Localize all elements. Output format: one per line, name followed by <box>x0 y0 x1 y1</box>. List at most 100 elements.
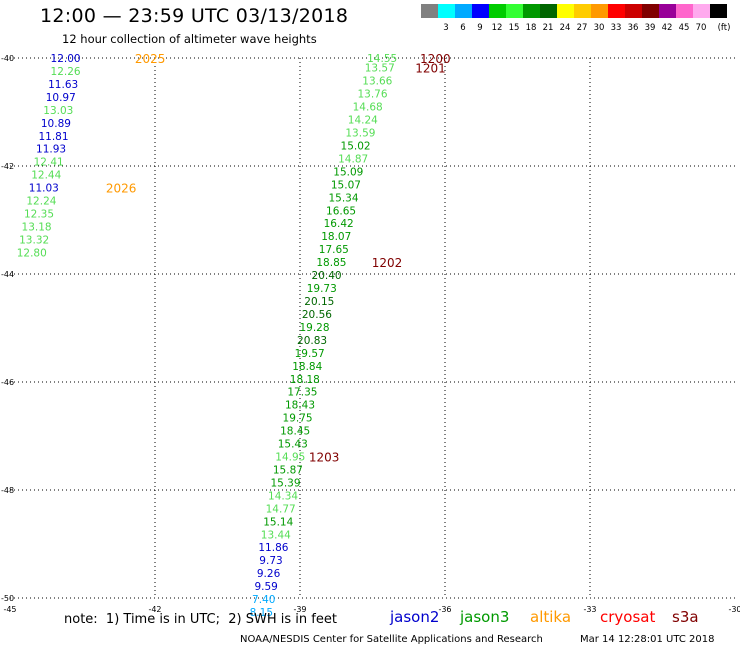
legend-label: 33 <box>610 23 622 33</box>
x-tick-label: -39 <box>293 605 306 614</box>
legend-label: 36 <box>627 23 639 33</box>
legend-label: 30 <box>593 23 605 33</box>
legend-label: 18 <box>525 23 537 33</box>
color-legend: 3 6 9 12 15 18 21 24 27 30 33 36 39 42 45 70 (ft) <box>421 4 731 36</box>
wave-height-value: 11.86 <box>258 542 288 554</box>
legend-label: 70 <box>695 23 707 33</box>
legend-swatch <box>642 4 659 18</box>
wave-height-value: 12.41 <box>34 157 64 169</box>
wave-height-value: 14.68 <box>353 102 383 114</box>
legend-label: 24 <box>559 23 571 33</box>
y-tick-label: -46 <box>1 378 14 387</box>
wave-height-value: 10.97 <box>46 92 76 104</box>
page-title: 12:00 — 23:59 UTC 03/13/2018 <box>40 5 349 27</box>
legend-swatch <box>591 4 608 18</box>
legend-swatch <box>421 4 438 18</box>
wave-height-value: 15.87 <box>273 464 303 476</box>
wave-height-value: 11.63 <box>48 79 78 91</box>
wave-height-value: 13.57 <box>365 63 395 75</box>
legend-unit: (ft) <box>717 23 731 33</box>
legend-label: 6 <box>460 23 466 33</box>
mission-label: cryosat <box>600 608 656 626</box>
wave-height-value: 14.87 <box>338 153 368 165</box>
legend-swatch <box>489 4 506 18</box>
wave-height-value: 14.95 <box>275 452 305 464</box>
page-subtitle: 12 hour collection of altimeter wave hei… <box>62 32 317 46</box>
wave-height-value: 7.40 <box>252 594 275 606</box>
pass-time-label: 2026 <box>106 182 137 196</box>
wave-height-value: 12.44 <box>31 170 61 182</box>
wave-height-value: 17.35 <box>287 387 317 399</box>
wave-height-value: 15.14 <box>263 516 293 528</box>
y-tick-label: -42 <box>1 162 14 171</box>
wave-height-value: 14.24 <box>348 115 378 127</box>
wave-height-value: 20.15 <box>304 296 334 308</box>
legend-swatch <box>625 4 642 18</box>
mission-label: jason2 <box>390 608 440 626</box>
y-tick-label: -44 <box>1 270 14 279</box>
wave-height-value: 15.34 <box>328 192 358 204</box>
wave-height-value: 11.93 <box>36 144 66 156</box>
pass-time-label: 2025 <box>135 52 166 66</box>
wave-height-value: 13.59 <box>345 128 375 140</box>
wave-height-value: 13.32 <box>19 234 49 246</box>
wave-height-value: 18.18 <box>290 374 320 386</box>
legend-label: 9 <box>477 23 483 33</box>
credit-line: NOAA/NESDIS Center for Satellite Applica… <box>240 634 543 645</box>
wave-height-value: 18.45 <box>280 426 310 438</box>
wave-height-value: 18.85 <box>316 257 346 269</box>
legend-swatch <box>557 4 574 18</box>
legend-swatch <box>540 4 557 18</box>
legend-label: 27 <box>576 23 588 33</box>
wave-height-value: 13.76 <box>357 89 387 101</box>
wave-height-value: 11.81 <box>38 131 68 143</box>
wave-height-value: 14.77 <box>266 503 296 515</box>
legend-swatch <box>693 4 710 18</box>
wave-height-value: 12.24 <box>26 196 56 208</box>
wave-height-value: 15.39 <box>270 477 300 489</box>
x-tick-label: -36 <box>438 605 451 614</box>
wave-height-value: 17.65 <box>319 244 349 256</box>
wave-height-value: 18.84 <box>292 361 322 373</box>
legend-swatch <box>659 4 676 18</box>
wave-height-value: 20.40 <box>312 270 342 282</box>
timestamp: Mar 14 12:28:01 UTC 2018 <box>580 634 715 645</box>
wave-height-value: 19.28 <box>299 322 329 334</box>
legend-swatch <box>608 4 625 18</box>
wave-height-value: 16.42 <box>324 218 354 230</box>
wave-height-value: 13.44 <box>261 529 291 541</box>
legend-swatch <box>472 4 489 18</box>
wave-height-value: 18.07 <box>321 231 351 243</box>
wave-height-value: 13.66 <box>362 76 392 88</box>
legend-swatch <box>710 4 727 18</box>
mission-label: s3a <box>672 608 699 626</box>
legend-swatch <box>523 4 540 18</box>
wave-height-value: 20.83 <box>297 335 327 347</box>
x-tick-label: -42 <box>148 605 161 614</box>
pass-time-label: 1200 <box>420 52 451 66</box>
wave-height-value: 8.15 <box>250 607 273 619</box>
legend-swatch <box>506 4 523 18</box>
wave-height-value: 14.55 <box>367 53 397 65</box>
wave-height-value: 12.00 <box>51 53 81 65</box>
pass-time-label: 1201 <box>415 62 446 76</box>
wave-height-value: 13.03 <box>43 105 73 117</box>
legend-label: 39 <box>644 23 656 33</box>
header: 12:00 — 23:59 UTC 03/13/2018 12 hour col… <box>0 0 740 52</box>
pass-time-label: 1202 <box>372 256 403 270</box>
wave-height-value: 11.03 <box>29 183 59 195</box>
wave-height-value: 19.57 <box>295 348 325 360</box>
x-tick-label: -45 <box>3 605 16 614</box>
legend-swatch <box>438 4 455 18</box>
wave-height-value: 13.18 <box>22 221 52 233</box>
legend-label: 42 <box>661 23 673 33</box>
wave-height-value: 19.75 <box>283 413 313 425</box>
y-tick-label: -48 <box>1 486 14 495</box>
footnote: note: 1) Time is in UTC; 2) SWH is in fe… <box>64 612 337 627</box>
y-tick-label: -50 <box>1 594 14 603</box>
wave-height-value: 9.73 <box>259 555 282 567</box>
wave-height-value: 12.80 <box>17 247 47 259</box>
legend-label: 45 <box>678 23 690 33</box>
wave-height-value: 19.73 <box>307 283 337 295</box>
